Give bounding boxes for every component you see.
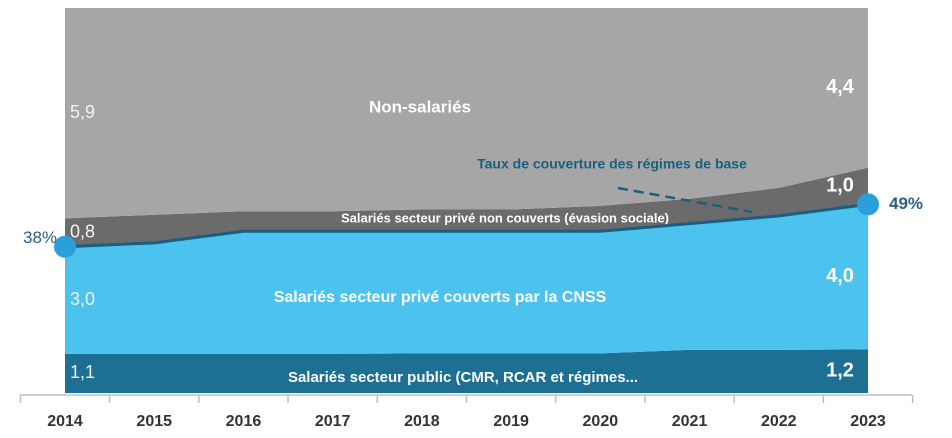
x-tick-label: 2018: [404, 413, 440, 430]
series-label: Salariés secteur public (CMR, RCAR et ré…: [288, 369, 638, 386]
coverage-marker: [54, 235, 76, 258]
value-label: 4,4: [826, 76, 855, 98]
x-tick-label: 2022: [761, 413, 797, 430]
value-label: 0,8: [70, 221, 95, 241]
coverage-line: [64, 202, 869, 249]
areas: [65, 8, 868, 393]
area: [65, 204, 868, 354]
x-tick-label: 2019: [493, 413, 529, 430]
x-tick-label: 2016: [226, 413, 262, 430]
overlay: 2014 2015 2016 2017 2018 2019 2020 2021 2022 2023…: [19, 76, 923, 430]
x-tick-label: 2017: [315, 413, 351, 430]
value-label: 1,2: [826, 359, 854, 381]
area: [65, 349, 868, 393]
area: [65, 8, 868, 219]
series-label: Non-salariés: [369, 97, 471, 116]
coverage-label: 38%: [23, 228, 57, 247]
series-label: Salariés secteur privé non couverts (éva…: [341, 210, 669, 225]
annotation: Taux de couverture des régimes de base: [477, 156, 747, 172]
annotation-leader: [617, 186, 753, 214]
value-label: 3,0: [70, 289, 95, 309]
value-label: 1,0: [826, 174, 854, 196]
x-tick-label: 2014: [47, 413, 83, 430]
coverage-marker: [857, 193, 879, 216]
coverage-label: 49%: [889, 194, 923, 213]
x-tick-label: 2021: [672, 413, 708, 430]
value-label: 4,0: [826, 265, 854, 287]
x-tick-label: 2020: [583, 413, 619, 430]
series-label: Salariés secteur privé couverts par la C…: [274, 289, 607, 306]
value-label: 5,9: [70, 102, 95, 122]
area: [65, 167, 868, 247]
x-tick-label: 2015: [136, 413, 172, 430]
value-label: 1,1: [70, 362, 95, 382]
x-tick-label: 2023: [850, 413, 886, 430]
